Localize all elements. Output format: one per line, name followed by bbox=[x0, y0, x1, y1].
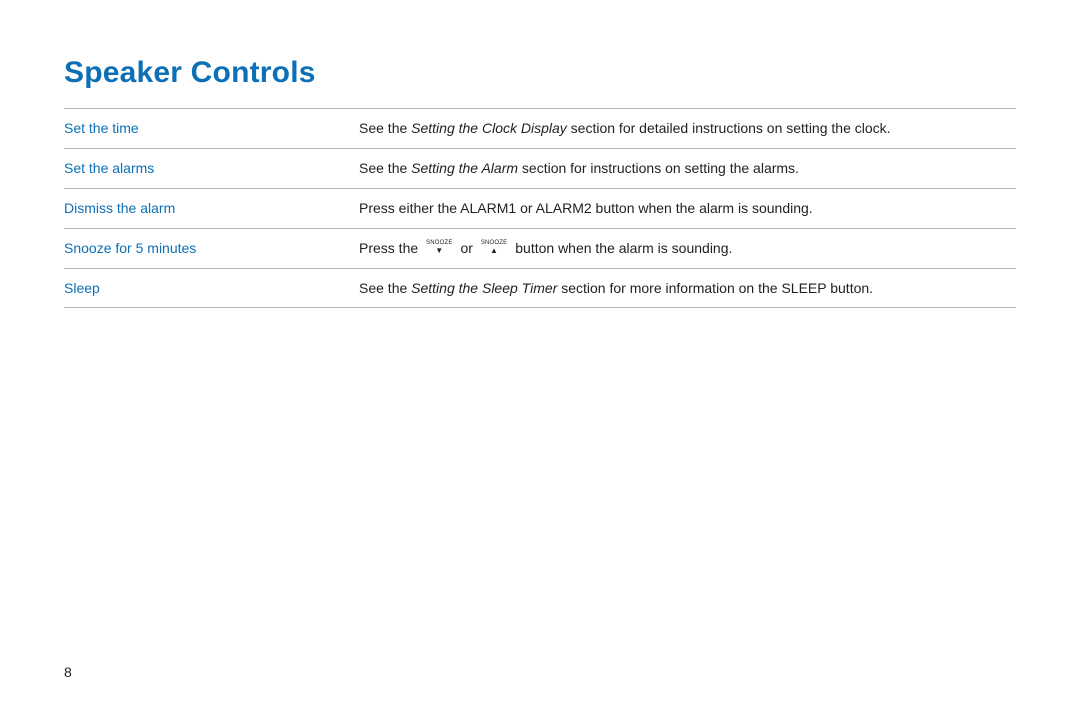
desc-part-mid: or bbox=[460, 240, 476, 256]
table-row: Set the time See the Setting the Clock D… bbox=[64, 109, 1016, 149]
row-description: See the Setting the Sleep Timer section … bbox=[359, 268, 1016, 308]
controls-tbody: Set the time See the Setting the Clock D… bbox=[64, 109, 1016, 308]
controls-table: Set the time See the Setting the Clock D… bbox=[64, 108, 1016, 308]
row-label: Snooze for 5 minutes bbox=[64, 228, 359, 268]
triangle-down-icon: ▼ bbox=[426, 247, 453, 255]
desc-italic: Setting the Sleep Timer bbox=[411, 280, 557, 296]
row-label: Dismiss the alarm bbox=[64, 188, 359, 228]
desc-suffix: section for detailed instructions on set… bbox=[567, 120, 891, 136]
table-row: Set the alarms See the Setting the Alarm… bbox=[64, 148, 1016, 188]
snooze-up-icon: SNOOZE ▲ bbox=[479, 240, 510, 255]
desc-prefix: See the bbox=[359, 280, 411, 296]
row-description: See the Setting the Alarm section for in… bbox=[359, 148, 1016, 188]
desc-italic: Setting the Alarm bbox=[411, 160, 518, 176]
row-description: Press the SNOOZE ▼ or SNOOZE ▲ button wh… bbox=[359, 228, 1016, 268]
desc-suffix: section for more information on the SLEE… bbox=[557, 280, 873, 296]
page-title: Speaker Controls bbox=[64, 56, 1016, 90]
row-label: Set the alarms bbox=[64, 148, 359, 188]
row-label: Set the time bbox=[64, 109, 359, 149]
page-number: 8 bbox=[64, 664, 72, 680]
row-description: See the Setting the Clock Display sectio… bbox=[359, 109, 1016, 149]
desc-prefix: See the bbox=[359, 120, 411, 136]
desc-prefix: See the bbox=[359, 160, 411, 176]
desc-italic: Setting the Clock Display bbox=[411, 120, 567, 136]
table-row: Dismiss the alarm Press either the ALARM… bbox=[64, 188, 1016, 228]
row-description: Press either the ALARM1 or ALARM2 button… bbox=[359, 188, 1016, 228]
table-row: Sleep See the Setting the Sleep Timer se… bbox=[64, 268, 1016, 308]
desc-part-b: button when the alarm is sounding. bbox=[515, 240, 732, 256]
desc-suffix: section for instructions on setting the … bbox=[518, 160, 799, 176]
snooze-down-icon: SNOOZE ▼ bbox=[424, 240, 455, 255]
manual-page: Speaker Controls Set the time See the Se… bbox=[0, 0, 1080, 720]
row-label: Sleep bbox=[64, 268, 359, 308]
desc-part-a: Press the bbox=[359, 240, 422, 256]
desc-plain: Press either the ALARM1 or ALARM2 button… bbox=[359, 200, 813, 216]
table-row: Snooze for 5 minutes Press the SNOOZE ▼ … bbox=[64, 228, 1016, 268]
triangle-up-icon: ▲ bbox=[481, 247, 508, 255]
